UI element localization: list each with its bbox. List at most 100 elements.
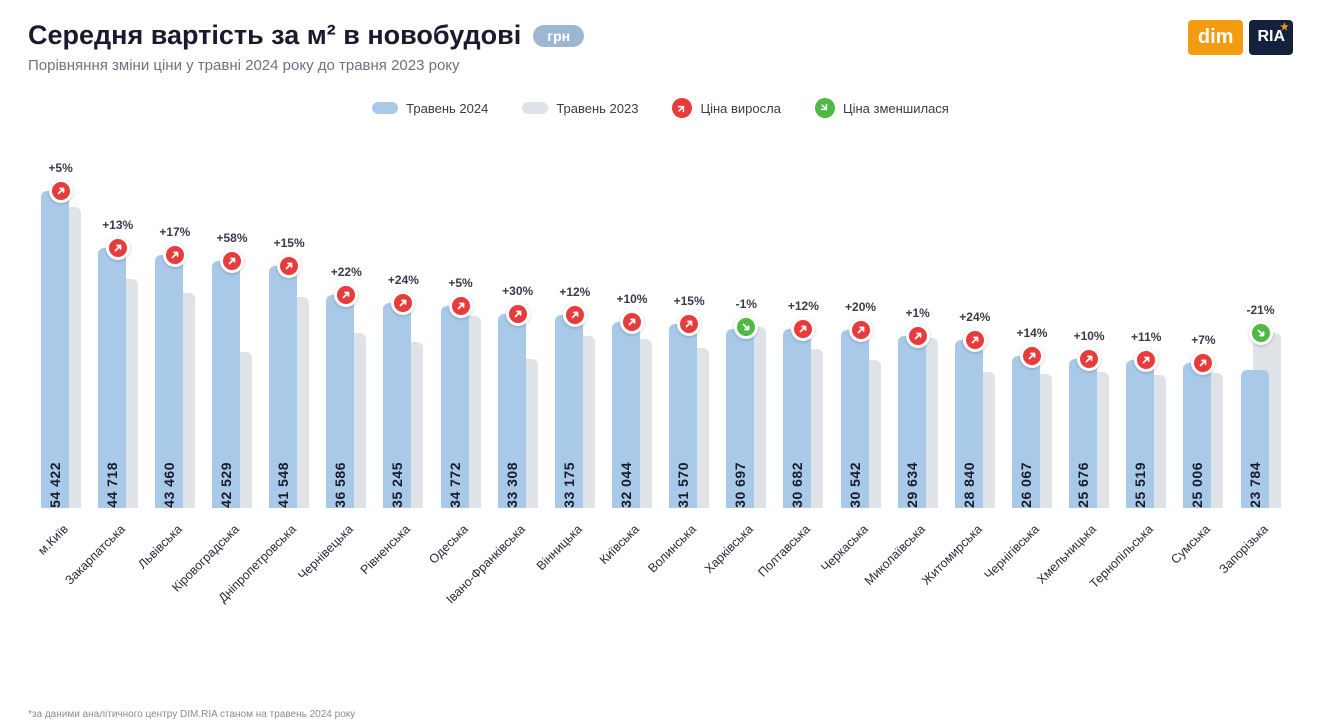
bar-current: 44 718 (98, 248, 126, 508)
pct-label: +22% (331, 265, 362, 279)
arrow-up-icon (906, 324, 930, 348)
bar-value: 42 529 (218, 454, 234, 508)
bar-value: 28 840 (961, 454, 977, 508)
bar-slot: +14% 26 067 (1003, 326, 1060, 508)
arrow-up-icon (620, 310, 644, 334)
arrow-up-icon (563, 303, 587, 327)
pct-label: +7% (1191, 333, 1215, 347)
bar-pair: 41 548 (269, 266, 309, 508)
bar-slot: +15%31 570 (661, 294, 718, 508)
bar-value: 26 067 (1018, 454, 1034, 508)
title-block: Середня вартість за м² в новобудові грн … (28, 20, 584, 74)
pct-label: -21% (1247, 303, 1275, 317)
bar-current: 30 542 (841, 330, 869, 508)
pct-label: +10% (616, 292, 647, 306)
pct-label: +13% (102, 218, 133, 232)
pct-label: +15% (674, 294, 705, 308)
bar-pair: 44 718 (98, 248, 138, 508)
arrow-up-icon (163, 243, 187, 267)
bar-current: 42 529 (212, 261, 240, 508)
bar-pair: 33 308 (498, 314, 538, 508)
arrow-up-icon (220, 249, 244, 273)
bar-slot: +58%42 529 (203, 231, 260, 508)
legend-item-down: Ціна зменшилася (815, 98, 949, 118)
bar-current: 30 682 (783, 329, 811, 508)
bar-slot: +13% 44 718 (89, 218, 146, 508)
arrow-up-icon (106, 236, 130, 260)
legend-item-up: Ціна виросла (672, 98, 780, 118)
pct-label: +1% (906, 306, 930, 320)
bar-pair: 34 772 (441, 306, 481, 508)
bar-pair: 23 784 (1241, 333, 1281, 508)
logo-ria: RIA ★ (1249, 20, 1293, 55)
bar-value: 36 586 (332, 454, 348, 508)
legend-item-2024: Травень 2024 (372, 98, 488, 118)
footnote: *за даними аналітичного центру DIM.RIA с… (28, 709, 355, 720)
pct-label: +14% (1016, 326, 1047, 340)
bar-pair: 29 634 (898, 336, 938, 508)
bar-value: 41 548 (275, 454, 291, 508)
bar-current: 29 634 (898, 336, 926, 508)
pct-label: -1% (736, 297, 757, 311)
bar-value: 33 175 (561, 454, 577, 508)
bar-slot: +7% 25 006 (1175, 333, 1232, 508)
title-text: Середня вартість за м² в новобудові (28, 20, 521, 51)
bar-current: 25 676 (1069, 359, 1097, 508)
bar-pair: 43 460 (155, 255, 195, 508)
bar-pair: 25 006 (1183, 363, 1223, 508)
chart: +5%54 422+13%44 718+17%43 460+58%42 529+… (28, 148, 1293, 618)
legend-label: Травень 2024 (406, 101, 488, 116)
label-slot: Рівненська (375, 514, 432, 614)
arrow-up-icon (672, 98, 692, 118)
pct-label: +12% (788, 299, 819, 313)
bar-current: 25 006 (1183, 363, 1211, 508)
bar-current: 43 460 (155, 255, 183, 508)
bar-slot: +5%54 422 (32, 161, 89, 508)
bar-slot: +5% 34 772 (432, 276, 489, 508)
label-slot: Тернопільська (1118, 514, 1175, 614)
bar-current: 32 044 (612, 322, 640, 508)
pct-label: +12% (559, 285, 590, 299)
region-label: Сумська (1169, 522, 1214, 567)
bar-pair: 42 529 (212, 261, 252, 508)
bar-value: 44 718 (104, 454, 120, 508)
pct-label: +24% (959, 310, 990, 324)
bar-value: 35 245 (389, 454, 405, 508)
legend-label: Ціна зменшилася (843, 101, 949, 116)
bar-value: 25 006 (1189, 454, 1205, 508)
arrow-up-icon (506, 302, 530, 326)
legend-label: Травень 2023 (556, 101, 638, 116)
bar-current: 54 422 (41, 191, 69, 508)
bar-slot: -1%30 697 (718, 297, 775, 508)
bar-pair: 28 840 (955, 340, 995, 508)
bar-value: 25 519 (1132, 454, 1148, 508)
swatch-2024 (372, 102, 398, 114)
bar-slot: +30%33 308 (489, 284, 546, 508)
legend-label: Ціна виросла (700, 101, 780, 116)
page-subtitle: Порівняння зміни ціни у травні 2024 року… (28, 57, 584, 74)
pct-label: +24% (388, 273, 419, 287)
bar-pair: 26 067 (1012, 356, 1052, 508)
bar-current: 26 067 (1012, 356, 1040, 508)
logo-dim: dim (1188, 20, 1244, 55)
bar-value: 34 772 (447, 454, 463, 508)
arrow-up-icon (677, 312, 701, 336)
bar-pair: 54 422 (41, 191, 81, 508)
bar-value: 32 044 (618, 454, 634, 508)
arrow-up-icon (963, 328, 987, 352)
bars-container: +5%54 422+13%44 718+17%43 460+58%42 529+… (28, 148, 1293, 508)
bar-value: 33 308 (504, 454, 520, 508)
bar-slot: -21% 23 784 (1232, 303, 1289, 508)
logo-group: dim RIA ★ (1188, 20, 1293, 55)
arrow-down-icon (1249, 321, 1273, 345)
arrow-up-icon (849, 318, 873, 342)
bar-value: 30 682 (789, 454, 805, 508)
bar-slot: +17%43 460 (146, 225, 203, 508)
currency-pill: грн (533, 25, 584, 47)
bar-slot: +12% 33 175 (546, 285, 603, 508)
legend-item-2023: Травень 2023 (522, 98, 638, 118)
bar-value: 29 634 (904, 454, 920, 508)
pct-label: +5% (448, 276, 472, 290)
bar-slot: +10%25 676 (1061, 329, 1118, 508)
legend: Травень 2024 Травень 2023 Ціна виросла Ц… (28, 98, 1293, 118)
